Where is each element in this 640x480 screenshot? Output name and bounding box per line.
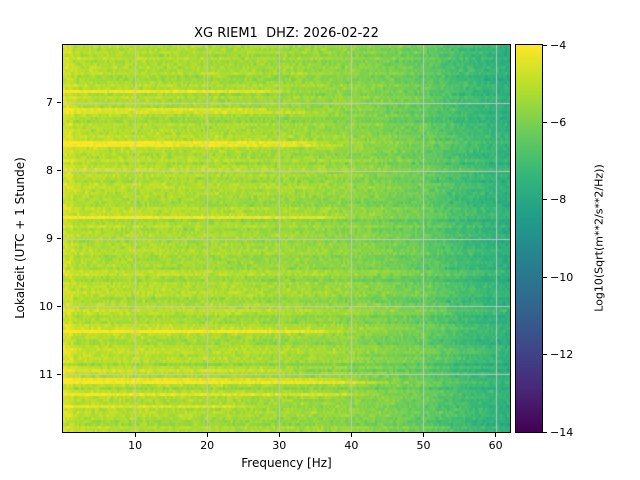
colorbar-label: Log10(Sqrt(m**2/s**2/Hz)) bbox=[592, 164, 606, 312]
x-tick-label: 40 bbox=[344, 439, 359, 452]
x-tick-mark bbox=[350, 433, 352, 437]
y-tick-label: 8 bbox=[46, 164, 53, 178]
colorbar-tick-label: −4 bbox=[550, 38, 567, 52]
y-tick-mark bbox=[57, 305, 61, 307]
colorbar-tick-label: −6 bbox=[550, 115, 567, 129]
colorbar-tick-mark bbox=[543, 121, 547, 123]
spectrogram-canvas bbox=[63, 45, 510, 432]
colorbar-tick-label: −8 bbox=[550, 193, 567, 207]
x-tick-label: 60 bbox=[488, 439, 503, 452]
colorbar-canvas bbox=[516, 45, 542, 432]
y-tick-label: 11 bbox=[39, 367, 53, 381]
chart-title: XG RIEM1 DHZ: 2026-02-22 bbox=[194, 26, 379, 41]
colorbar-tick-mark bbox=[543, 44, 547, 46]
x-tick-mark bbox=[495, 433, 497, 437]
x-tick-mark bbox=[278, 433, 280, 437]
colorbar-tick-label: −12 bbox=[550, 348, 574, 362]
colorbar-tick-label: −10 bbox=[550, 270, 574, 284]
colorbar-tick-mark bbox=[543, 199, 547, 201]
plot-area-frame bbox=[62, 44, 511, 433]
y-tick-mark bbox=[57, 170, 61, 172]
colorbar-tick-mark bbox=[543, 431, 547, 433]
x-tick-mark bbox=[206, 433, 208, 437]
y-tick-label: 10 bbox=[39, 299, 53, 313]
colorbar-frame bbox=[515, 44, 543, 433]
y-tick-mark bbox=[57, 373, 61, 375]
x-tick-mark bbox=[422, 433, 424, 437]
x-tick-mark bbox=[134, 433, 136, 437]
x-tick-label: 20 bbox=[200, 439, 215, 452]
y-tick-label: 9 bbox=[46, 232, 53, 245]
x-axis-label: Frequency [Hz] bbox=[241, 456, 332, 470]
colorbar-tick-mark bbox=[543, 276, 547, 278]
y-tick-mark bbox=[57, 102, 61, 104]
x-tick-label: 30 bbox=[272, 439, 287, 452]
x-tick-label: 10 bbox=[128, 439, 143, 452]
y-tick-label: 7 bbox=[46, 96, 53, 110]
y-tick-mark bbox=[57, 238, 61, 239]
colorbar-tick-label: −14 bbox=[550, 425, 574, 439]
x-tick-label: 50 bbox=[416, 439, 431, 452]
colorbar-tick-mark bbox=[543, 354, 547, 356]
